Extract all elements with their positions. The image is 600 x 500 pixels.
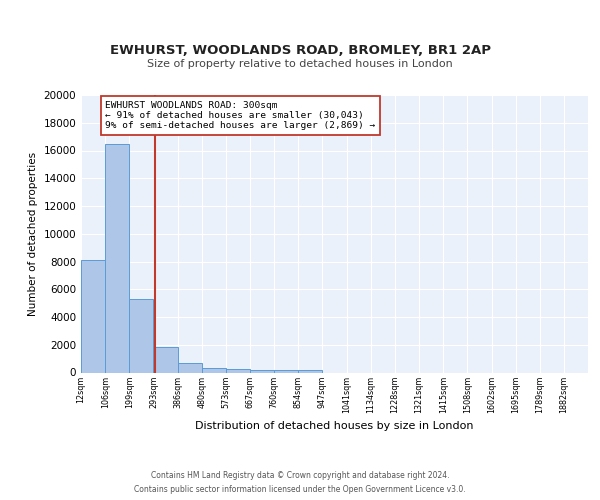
Bar [250, 370, 274, 372]
Bar [202, 368, 226, 372]
Bar [154, 347, 178, 372]
Bar [226, 370, 250, 372]
Text: EWHURST WOODLANDS ROAD: 300sqm
← 91% of detached houses are smaller (30,043)
9% : EWHURST WOODLANDS ROAD: 300sqm ← 91% of … [105, 100, 376, 130]
Text: Size of property relative to detached houses in London: Size of property relative to detached ho… [147, 59, 453, 69]
Bar [105, 144, 129, 372]
Text: EWHURST, WOODLANDS ROAD, BROMLEY, BR1 2AP: EWHURST, WOODLANDS ROAD, BROMLEY, BR1 2A… [110, 44, 491, 58]
Y-axis label: Number of detached properties: Number of detached properties [28, 152, 38, 316]
Bar [298, 370, 322, 372]
Bar [178, 363, 202, 372]
Bar [81, 260, 105, 372]
Bar [274, 370, 298, 372]
X-axis label: Distribution of detached houses by size in London: Distribution of detached houses by size … [195, 421, 474, 431]
Text: Contains HM Land Registry data © Crown copyright and database right 2024.
Contai: Contains HM Land Registry data © Crown c… [134, 472, 466, 494]
Bar [129, 299, 154, 372]
